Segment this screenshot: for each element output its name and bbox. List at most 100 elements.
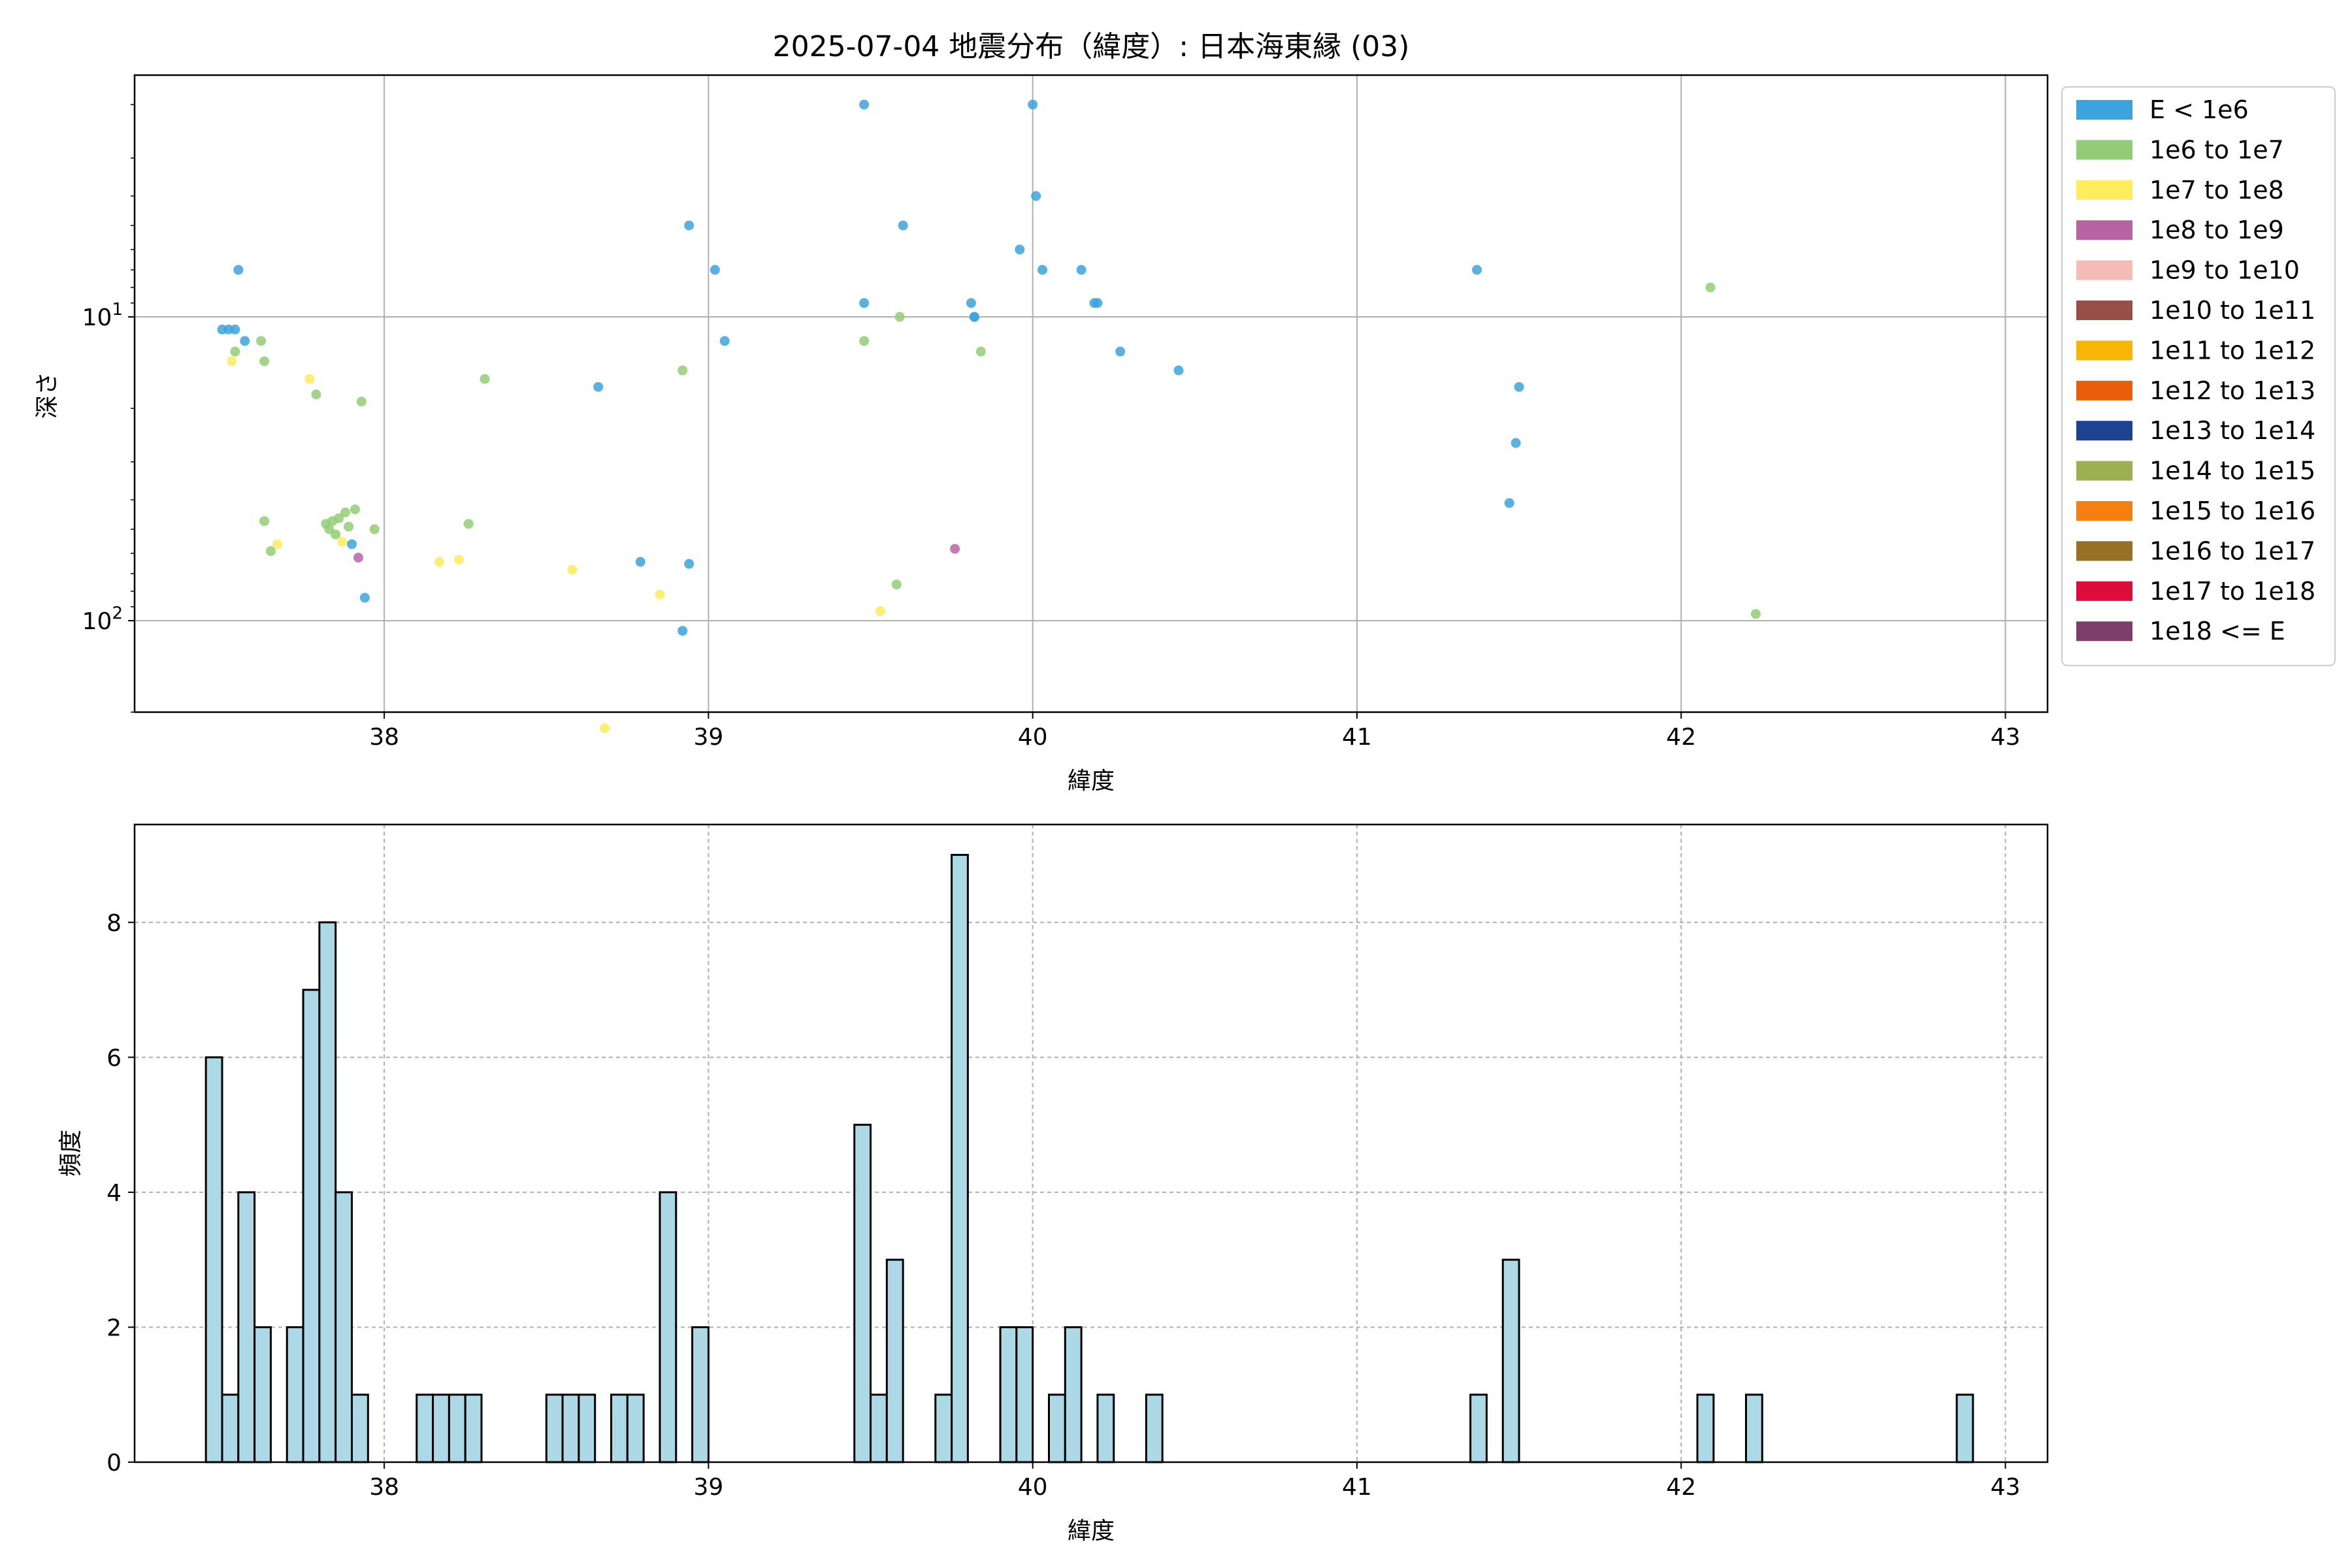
histogram-bar [335,1191,353,1463]
histogram-bar [885,1258,904,1463]
scatter-point [347,539,357,549]
legend-label: 1e13 to 1e14 [2149,416,2315,445]
histogram-bar [318,921,337,1463]
scatter-point [898,220,908,231]
legend-label: 1e9 to 1e10 [2149,256,2300,285]
legend-label: 1e12 to 1e13 [2149,376,2315,405]
scatter-point [463,519,474,529]
scatter-point [1511,438,1521,448]
histogram-bar [1096,1394,1115,1463]
legend-swatch [2076,220,2132,240]
scatter-point [1037,265,1048,275]
scatter-point [480,374,490,384]
scatter-ytick-label: 102 [82,604,123,635]
scatter-xlabel: 緯度 [1068,768,1115,794]
scatter-point [975,346,986,357]
scatter-point [875,606,885,616]
histogram-ytick-label: 0 [106,1450,122,1477]
scatter-point [256,336,267,346]
histogram-bar [416,1394,434,1463]
scatter-xtick-label: 42 [1666,724,1696,751]
histogram-bar [626,1394,645,1463]
scatter-point [1076,265,1086,275]
histogram-bar [1469,1394,1488,1463]
scatter-panel: 38 39 40 41 42 43 101 102 [82,74,2049,751]
legend-swatch [2076,501,2132,521]
histogram-ytick-label: 2 [106,1315,122,1341]
histogram-bar [691,1326,710,1463]
scatter-point [1028,99,1038,110]
histogram-bar [610,1394,629,1463]
histogram-xtick-label: 38 [369,1474,399,1501]
histogram-bar [1145,1394,1164,1463]
scatter-point [859,99,870,110]
histogram-xtick-label: 40 [1018,1474,1048,1501]
legend-label: E < 1e6 [2149,95,2249,124]
legend-label: 1e14 to 1e15 [2149,457,2315,485]
scatter-point [356,397,367,407]
scatter-point [359,593,370,603]
scatter-point [567,564,578,575]
scatter-point [227,356,237,367]
histogram-xtick-label: 41 [1342,1474,1372,1501]
scatter-point [655,589,665,600]
scatter-point [1115,346,1126,357]
legend-swatch [2076,180,2132,200]
histogram-bar [1696,1394,1715,1463]
histogram-frame [133,823,2049,1463]
scatter-point [453,555,464,565]
histogram-bar [1064,1326,1083,1463]
histogram-bar [1015,1326,1034,1463]
histogram-bar [934,1394,953,1463]
scatter-xtick-label: 39 [693,724,723,751]
legend-swatch [2076,100,2132,120]
scatter-point [344,521,354,532]
scatter-point [434,557,444,567]
scatter-point [678,626,688,636]
legend-swatch [2076,621,2132,642]
legend-label: 1e10 to 1e11 [2149,296,2315,325]
histogram-bar [1955,1394,1974,1463]
scatter-point [1514,382,1524,392]
scatter-point [272,539,282,549]
scatter-point [1750,609,1761,619]
histogram-bar [1501,1258,1520,1463]
scatter-point [259,356,270,367]
scatter-point [350,504,360,515]
histogram-bar [1744,1394,1763,1463]
scatter-point [966,298,976,308]
scatter-xtick-label: 43 [1991,724,2021,751]
histogram-bar [432,1394,450,1463]
scatter-point [710,265,720,275]
scatter-point [337,536,348,547]
histogram-bar [659,1191,678,1463]
scatter-point [233,265,244,275]
scatter-point [265,546,276,556]
scatter-point [331,529,341,540]
histogram-bar [870,1394,888,1463]
histogram-xlabel: 緯度 [1068,1518,1115,1544]
scatter-point [859,298,870,308]
scatter-point [304,374,315,384]
scatter-point [1504,498,1514,508]
scatter-point [684,559,694,569]
scatter-ylabel: 深さ [34,372,61,419]
scatter-point [593,382,604,392]
histogram-bar [951,853,969,1463]
scatter-point [1031,191,1041,201]
scatter-point [353,552,363,563]
legend-swatch [2076,340,2132,361]
scatter-point [1705,282,1716,293]
histogram-ytick-label: 6 [106,1045,122,1071]
histogram-xtick-label: 39 [693,1474,723,1501]
legend-label: 1e18 <= E [2149,617,2285,645]
scatter-point [1472,265,1482,275]
histogram-bar [464,1394,483,1463]
histogram-bar [302,988,321,1463]
scatter-point [369,524,380,534]
legend-swatch [2076,301,2132,320]
histogram-bar [253,1326,272,1463]
legend-label: 1e15 to 1e16 [2149,497,2315,525]
